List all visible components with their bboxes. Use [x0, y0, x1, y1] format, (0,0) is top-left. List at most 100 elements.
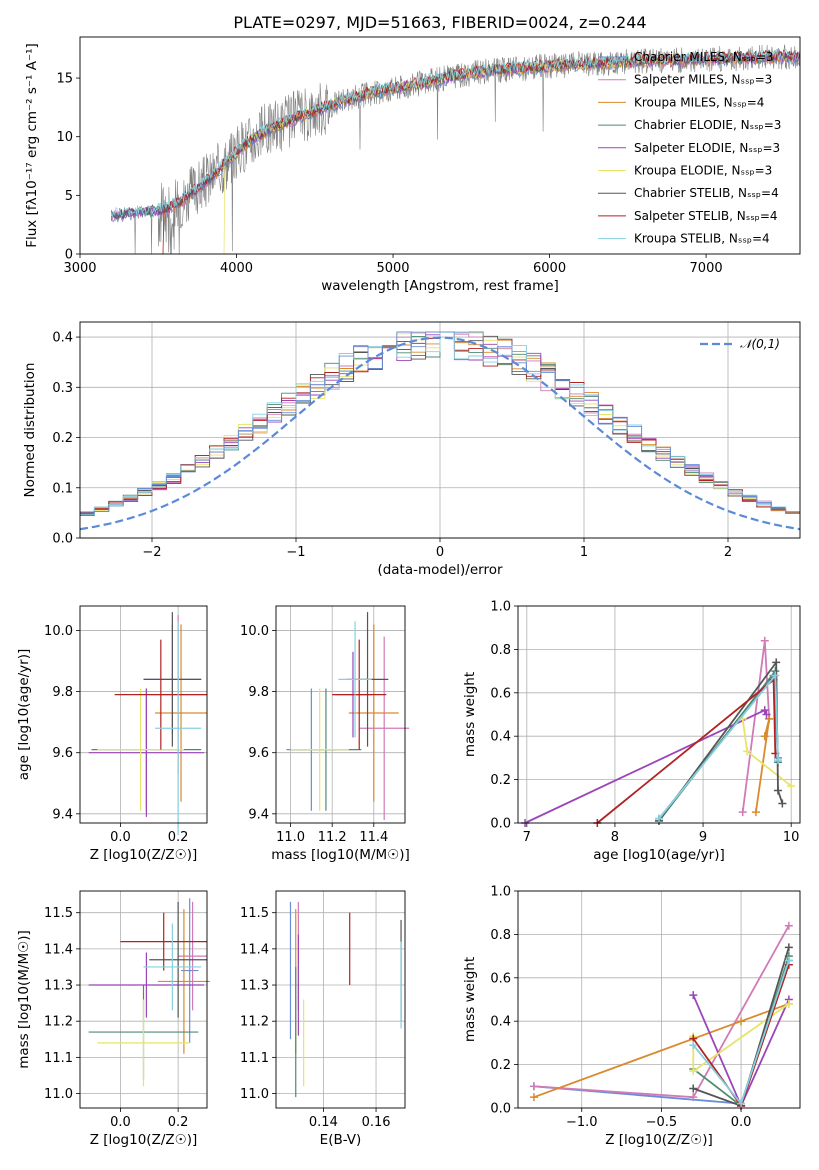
mass-weight-marker [655, 814, 663, 823]
mass-weight-marker [765, 714, 774, 723]
y-tick-label: 10 [56, 130, 73, 145]
axes-frame [79, 605, 208, 824]
mass-weight-vs-metallicity-panel: −1.0 −0.5 0.0 0.0 0.2 0.4 0.6 0.8 1.0 Z [log10(Z/… [462, 885, 801, 1148]
y-tick-label: 0.1 [52, 481, 73, 496]
mass-weight-marker [689, 1093, 698, 1102]
axes-frame [275, 890, 406, 1109]
x-tick-label: 11.0 [276, 830, 305, 845]
x-tick-label: 11.4 [359, 830, 388, 845]
mass-weight-marker [689, 991, 698, 1000]
y-tick-label: 0.8 [490, 643, 511, 658]
x-axis-label: Z [log10(Z/Z☉)] [90, 847, 198, 863]
x-tick-label: 1 [580, 545, 588, 560]
mass-weight-line [741, 640, 771, 813]
mass-weight-marker [760, 732, 769, 741]
x-tick-label: 0.16 [362, 1115, 391, 1130]
age-vs-mass-panel: 11.0 11.2 11.4 9.4 9.6 9.8 10.0 mass [log10(M/M… [240, 605, 410, 863]
mass-weight-marker [743, 747, 752, 756]
y-tick-label: 0.4 [490, 730, 511, 745]
y-tick-label: 0.0 [490, 1102, 511, 1117]
y-axis-label: Normed distribution [22, 363, 38, 498]
y-tick-label: 0.0 [490, 817, 511, 832]
legend-label: Chabrier ELODIE, Nₛₛₚ=3 [634, 118, 781, 132]
legend-label: Chabrier MILES, Nₛₛₚ=3 [634, 50, 774, 64]
y-tick-label: 9.6 [248, 746, 269, 761]
y-tick-label: 11.1 [240, 1051, 269, 1066]
y-tick-label: 9.4 [52, 807, 73, 822]
mass-weight-marker [772, 658, 781, 667]
x-tick-label: 6000 [533, 261, 566, 276]
x-tick-label: −1.0 [566, 1115, 598, 1130]
y-tick-label: 0 [65, 248, 73, 263]
residual-distribution-panel: −2 −1 0 1 2 0.0 0.1 0.2 0.3 0.4 𝒩(0,1) (data-model)… [22, 321, 801, 578]
axes-frame [79, 890, 208, 1109]
y-tick-label: 11.5 [44, 906, 73, 921]
mass-weight-marker [529, 1082, 538, 1091]
y-tick-label: 11.3 [240, 979, 269, 994]
y-tick-label: 11.3 [44, 979, 73, 994]
y-tick-label: 0.4 [52, 331, 73, 346]
y-tick-label: 11.4 [240, 942, 269, 957]
mass-weight-marker [737, 1017, 746, 1026]
x-tick-label: 2 [724, 545, 732, 560]
mass-weight-marker [787, 782, 796, 791]
y-tick-label: 0.2 [490, 773, 511, 788]
mass-weight-marker [737, 1099, 746, 1108]
y-axis-label: mass weight [462, 957, 478, 1042]
x-axis-label: Z [log10(Z/Z☉)] [605, 1132, 713, 1148]
y-tick-label: 11.2 [240, 1015, 269, 1030]
x-axis-label: Z [log10(Z/Z☉)] [90, 1132, 198, 1148]
mass-weight-marker [738, 808, 747, 817]
x-tick-label: 7000 [690, 261, 723, 276]
y-tick-label: 10.0 [44, 624, 73, 639]
mass-weight-line [658, 672, 779, 820]
x-tick-label: 0.2 [168, 830, 189, 845]
model-spectrum-line [223, 54, 676, 254]
x-tick-label: −0.5 [646, 1115, 678, 1130]
mass-vs-ebv-panel: 0.14 0.16 11.0 11.1 11.2 11.3 11.4 11.5 E(B-V) [240, 890, 406, 1148]
mass-vs-metallicity-panel: 0.0 0.2 11.0 11.1 11.2 11.3 11.4 11.5 Z [log10(Z… [16, 890, 210, 1148]
y-tick-label: 0.2 [52, 431, 73, 446]
x-tick-label: 7 [523, 830, 531, 845]
y-tick-label: 0.6 [490, 686, 511, 701]
x-axis-label: mass [log10(M/M☉)] [271, 847, 410, 863]
legend-label: Salpeter ELODIE, Nₛₛₚ=3 [634, 141, 780, 155]
x-tick-label: 0.0 [731, 1115, 752, 1130]
axes-frame [275, 605, 406, 824]
residual-histogram [80, 331, 800, 516]
residual-histogram [80, 331, 800, 514]
y-axis-label: age [log10(age/yr)] [16, 649, 32, 781]
mass-weight-marker [778, 799, 787, 808]
mass-weight-marker [784, 999, 793, 1008]
x-tick-label: −2 [142, 545, 161, 560]
y-tick-label: 0.4 [490, 1015, 511, 1030]
axes-frame [79, 36, 801, 255]
x-tick-label: 0.0 [110, 1115, 131, 1130]
x-tick-label: 3000 [63, 261, 96, 276]
mass-weight-marker [760, 706, 769, 715]
y-tick-label: 1.0 [490, 600, 511, 615]
x-tick-label: 0 [436, 545, 444, 560]
x-axis-label: age [log10(age/yr)] [593, 847, 725, 863]
x-axis-label: (data-model)/error [377, 562, 503, 578]
mass-weight-marker [762, 710, 771, 719]
mass-weight-marker [784, 956, 793, 965]
y-axis-label: Flux [fλ10⁻¹⁷ erg cm⁻² s⁻¹ A⁻¹] [24, 43, 40, 248]
x-tick-label: 0.0 [110, 830, 131, 845]
y-tick-label: 11.0 [44, 1087, 73, 1102]
mass-weight-line [755, 718, 771, 813]
x-tick-label: 8 [611, 830, 619, 845]
y-tick-label: 9.8 [52, 685, 73, 700]
mass-weight-marker [689, 1084, 698, 1093]
x-tick-label: 0.2 [168, 1115, 189, 1130]
x-tick-label: 11.2 [318, 830, 347, 845]
y-axis-label: mass [log10(M/M☉)] [16, 930, 32, 1069]
x-tick-label: 10 [783, 830, 800, 845]
y-tick-label: 0.3 [52, 381, 73, 396]
y-tick-label: 5 [65, 189, 73, 204]
x-tick-label: 5000 [376, 261, 409, 276]
y-tick-label: 11.4 [44, 942, 73, 957]
x-axis-label: E(B-V) [320, 1132, 362, 1148]
mass-weight-marker [689, 1041, 698, 1050]
